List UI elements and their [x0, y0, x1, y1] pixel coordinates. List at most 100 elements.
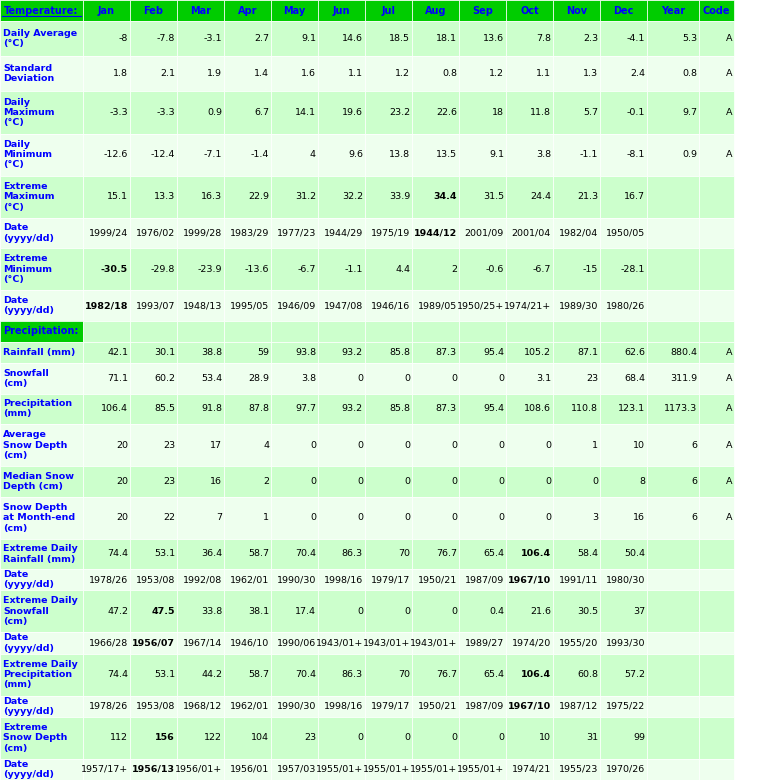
Bar — [412, 133, 459, 176]
Bar — [459, 218, 506, 248]
Bar — [647, 363, 699, 394]
Bar — [177, 342, 224, 363]
Bar — [0, 654, 83, 696]
Bar — [83, 290, 130, 321]
Bar — [130, 56, 177, 91]
Bar — [224, 696, 271, 717]
Bar — [600, 56, 647, 91]
Text: 1979/17: 1979/17 — [371, 702, 410, 711]
Text: -0.6: -0.6 — [486, 265, 504, 274]
Bar — [177, 218, 224, 248]
Bar — [0, 569, 83, 590]
Text: 1982/18: 1982/18 — [85, 301, 128, 310]
Bar — [459, 321, 506, 342]
Bar — [647, 717, 699, 759]
Text: 1956/13: 1956/13 — [132, 765, 175, 774]
Text: 7: 7 — [216, 513, 222, 522]
Text: 91.8: 91.8 — [201, 404, 222, 413]
Bar — [224, 497, 271, 539]
Text: 93.2: 93.2 — [342, 348, 363, 357]
Text: Date
(yyyy/dd): Date (yyyy/dd) — [3, 570, 54, 590]
Text: Extreme
Maximum
(°C): Extreme Maximum (°C) — [3, 182, 54, 211]
Bar — [224, 133, 271, 176]
Bar — [459, 539, 506, 569]
Text: 1.6: 1.6 — [301, 69, 316, 78]
Text: 1.3: 1.3 — [583, 69, 598, 78]
Bar — [224, 342, 271, 363]
Text: 1990/06: 1990/06 — [277, 639, 316, 647]
Text: Oct: Oct — [520, 5, 539, 16]
Text: Date
(yyyy/dd): Date (yyyy/dd) — [3, 223, 54, 243]
Bar — [365, 363, 412, 394]
Text: 1989/05: 1989/05 — [417, 301, 457, 310]
Text: 311.9: 311.9 — [670, 374, 697, 383]
Bar — [130, 176, 177, 218]
Bar — [412, 218, 459, 248]
Text: 0.8: 0.8 — [442, 69, 457, 78]
Bar — [365, 176, 412, 218]
Bar — [506, 363, 553, 394]
Bar — [600, 363, 647, 394]
Bar — [699, 363, 734, 394]
Bar — [365, 91, 412, 133]
Text: 0: 0 — [545, 513, 551, 522]
Text: 1992/08: 1992/08 — [183, 575, 222, 584]
Bar — [318, 218, 365, 248]
Bar — [83, 363, 130, 394]
Text: Precipitation:: Precipitation: — [3, 327, 78, 336]
Bar — [177, 759, 224, 780]
Text: 1948/13: 1948/13 — [182, 301, 222, 310]
Bar — [553, 21, 600, 56]
Text: 0.9: 0.9 — [207, 108, 222, 117]
Bar — [459, 590, 506, 633]
Text: 18.5: 18.5 — [389, 34, 410, 43]
Bar — [83, 133, 130, 176]
Text: 23: 23 — [304, 733, 316, 743]
Bar — [318, 466, 365, 497]
Bar — [412, 424, 459, 466]
Bar — [271, 363, 318, 394]
Bar — [0, 56, 83, 91]
Bar — [365, 633, 412, 654]
Bar — [412, 248, 459, 290]
Bar — [699, 424, 734, 466]
Text: 0: 0 — [451, 607, 457, 616]
Bar — [224, 759, 271, 780]
Bar — [647, 218, 699, 248]
Bar — [83, 248, 130, 290]
Text: 6: 6 — [691, 477, 697, 486]
Bar — [224, 424, 271, 466]
Text: 31.2: 31.2 — [295, 192, 316, 201]
Text: 2001/09: 2001/09 — [465, 229, 504, 238]
Bar — [177, 176, 224, 218]
Bar — [699, 321, 734, 342]
Text: 1950/21: 1950/21 — [417, 702, 457, 711]
Text: 1991/11: 1991/11 — [559, 575, 598, 584]
Text: 0: 0 — [357, 477, 363, 486]
Bar — [647, 248, 699, 290]
Bar — [83, 424, 130, 466]
Text: A: A — [726, 34, 732, 43]
Bar — [647, 133, 699, 176]
Bar — [130, 539, 177, 569]
Text: 58.4: 58.4 — [577, 549, 598, 558]
Text: 1956/01: 1956/01 — [230, 765, 269, 774]
Bar — [365, 569, 412, 590]
Bar — [318, 590, 365, 633]
Bar — [0, 539, 83, 569]
Bar — [412, 176, 459, 218]
Text: 3.8: 3.8 — [536, 150, 551, 159]
Bar — [412, 0, 459, 21]
Text: 9.6: 9.6 — [348, 150, 363, 159]
Bar — [506, 290, 553, 321]
Text: 10: 10 — [633, 441, 645, 449]
Text: 68.4: 68.4 — [624, 374, 645, 383]
Text: A: A — [726, 374, 732, 383]
Bar — [412, 569, 459, 590]
Bar — [647, 290, 699, 321]
Bar — [459, 424, 506, 466]
Bar — [0, 633, 83, 654]
Text: 1966/28: 1966/28 — [88, 639, 128, 647]
Text: Extreme Daily
Rainfall (mm): Extreme Daily Rainfall (mm) — [3, 544, 78, 564]
Bar — [412, 21, 459, 56]
